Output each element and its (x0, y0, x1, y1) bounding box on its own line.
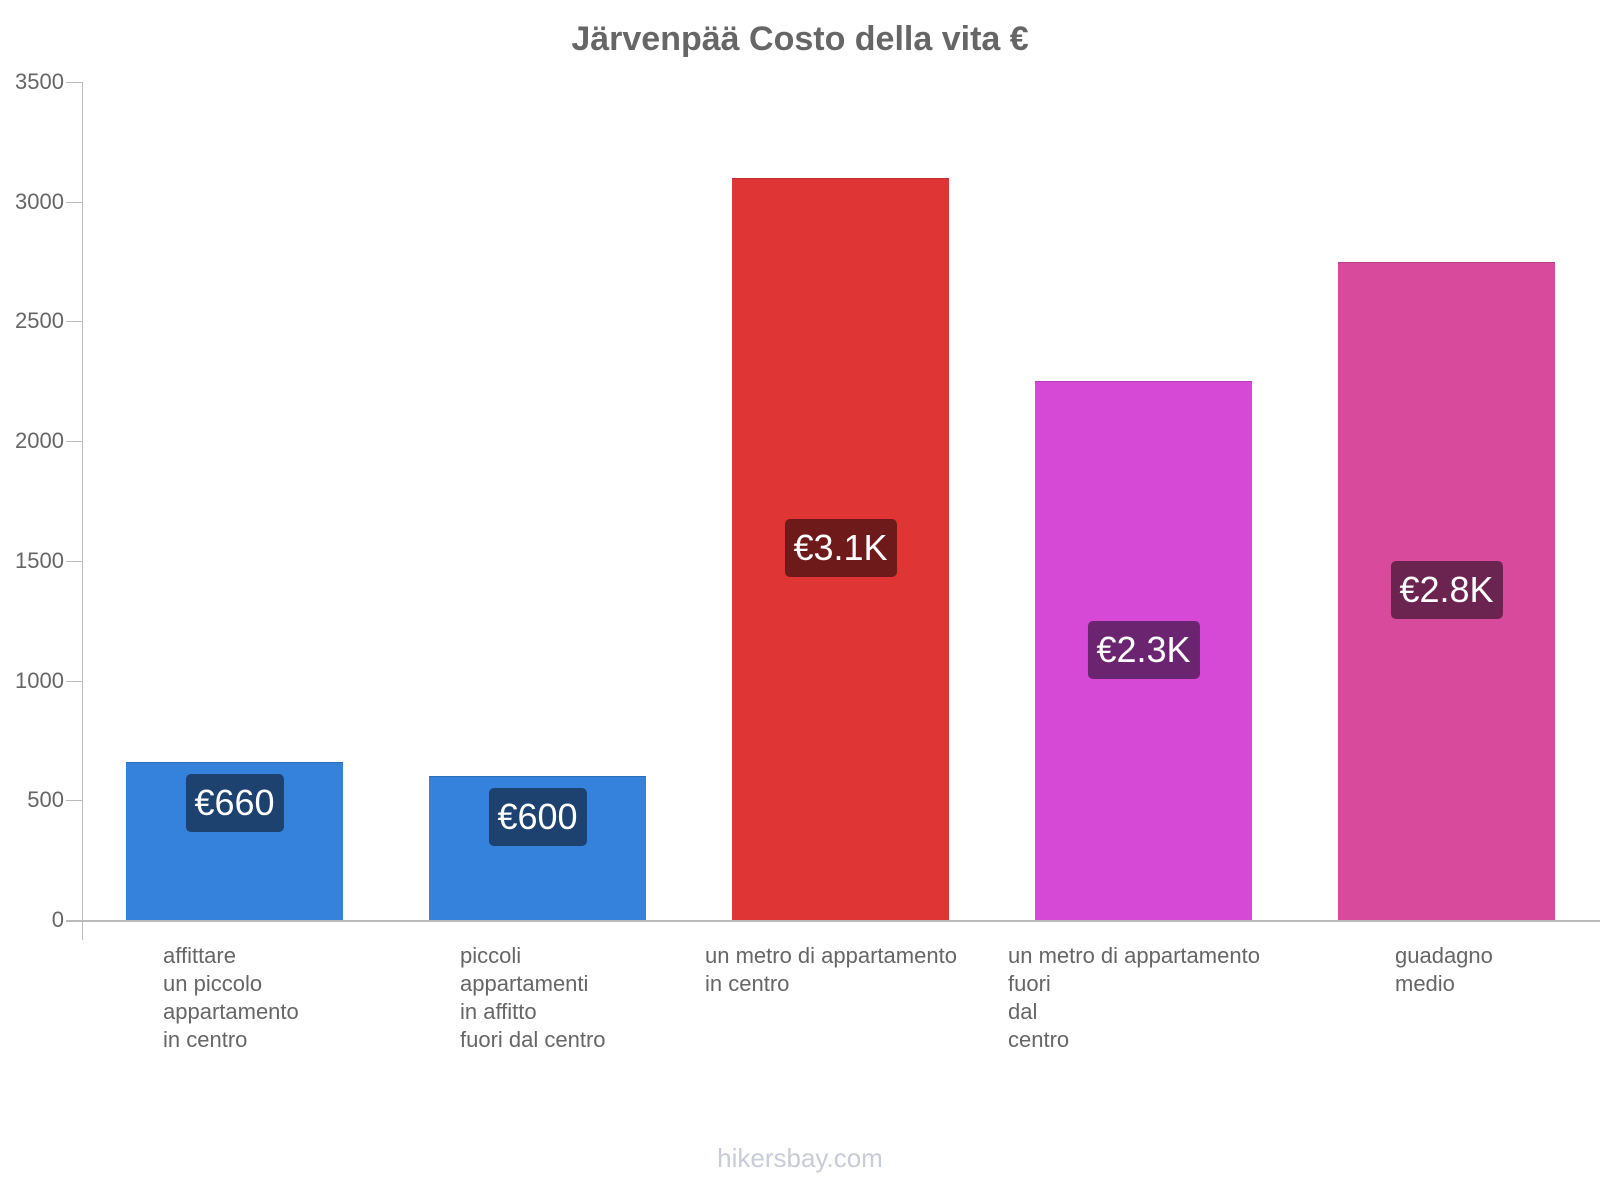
bar-value-label: €2.8K (1390, 560, 1503, 619)
y-tick-mark (66, 82, 82, 83)
bar-value-label: €2.3K (1087, 620, 1200, 679)
y-tick-label: 3000 (15, 188, 64, 214)
y-tick-label: 1500 (15, 547, 64, 573)
y-tick-mark (66, 800, 82, 802)
x-tick-label: un metro di appartamento in centro (705, 943, 957, 996)
y-tick-label: 500 (27, 787, 64, 813)
y-tick-mark (66, 560, 82, 562)
x-tick-label: guadagno medio (1395, 943, 1493, 996)
y-axis (82, 82, 83, 940)
y-tick-label: 3500 (15, 69, 64, 94)
bar-value-label: €660 (185, 773, 284, 832)
x-tick-label: un metro di appartamento fuori dal centr… (1008, 943, 1260, 1052)
x-axis (66, 920, 1600, 922)
watermark: hikersbay.com (717, 1143, 883, 1173)
x-tick-label: piccoli appartamenti in affitto fuori da… (460, 943, 606, 1052)
y-tick-mark (66, 321, 82, 323)
bar-value-label: €600 (488, 788, 587, 847)
y-tick-mark (66, 441, 82, 443)
y-tick-label: 2500 (15, 308, 64, 334)
y-tick-mark (66, 920, 82, 921)
x-tick-label: affittare un piccolo appartamento in cen… (163, 943, 299, 1052)
chart-title: Järvenpää Costo della vita € (571, 20, 1029, 58)
y-tick-label: 1000 (15, 667, 64, 693)
y-tick-mark (66, 680, 82, 682)
y-tick-mark (66, 201, 82, 203)
y-tick-label: 2000 (15, 428, 64, 454)
bar-value-label: €3.1K (784, 518, 897, 577)
y-tick-label: 0 (51, 907, 64, 932)
